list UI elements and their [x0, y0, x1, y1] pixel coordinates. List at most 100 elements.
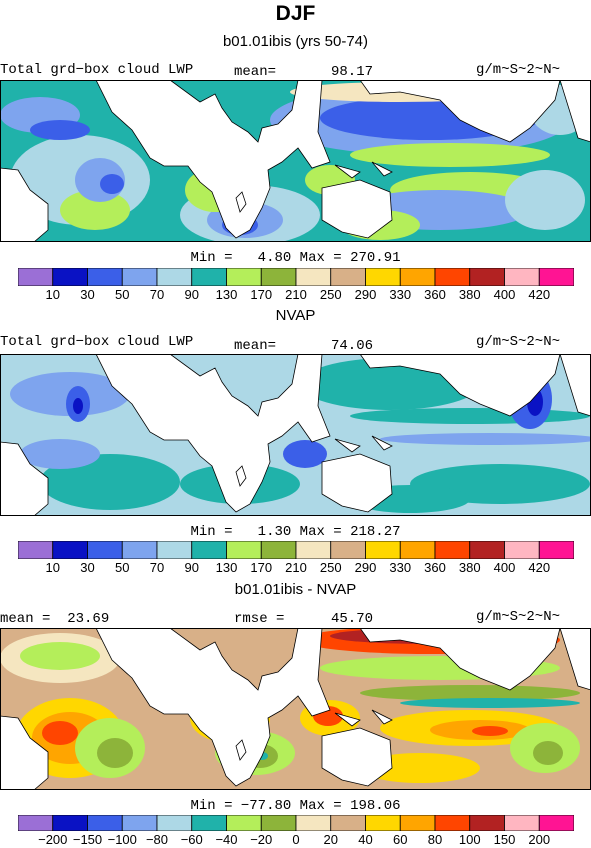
panel-3-colorbar-labels: −200 −150 −100 −80 −60 −40 −20 0 20 40 60 80 100 150 2…: [0, 832, 591, 848]
colorbar-tick-label: 330: [389, 560, 412, 575]
colorbar-swatch: [504, 815, 540, 831]
colorbar-swatch: [295, 815, 332, 831]
colorbar-swatch: [191, 268, 227, 286]
colorbar-tick-label: −200: [38, 832, 68, 847]
colorbar-tick-label: 250: [319, 287, 342, 302]
colorbar-swatch: [469, 541, 505, 559]
panel-2-map: [0, 354, 591, 516]
colorbar-tick-label: 210: [285, 287, 307, 302]
colorbar-swatch: [399, 815, 436, 831]
panel-2-mean-value: 74.06: [331, 338, 374, 354]
colorbar-tick-label: 360: [424, 560, 446, 575]
colorbar-tick-label: 150: [493, 832, 516, 847]
panel-1-variable-label: Total grd−box cloud LWP: [0, 62, 194, 78]
colorbar-swatch: [121, 541, 158, 559]
colorbar-tick-label: 130: [215, 560, 238, 575]
panel-2-min-max: Min = 1.30 Max = 218.27: [190, 524, 401, 540]
colorbar-swatch: [434, 268, 471, 286]
panel-1-map: [0, 80, 591, 242]
colorbar-tick-label: 20: [323, 832, 338, 847]
colorbar-swatch: [121, 815, 158, 831]
panel-3-colorbar: [18, 815, 574, 831]
colorbar-tick-label: 170: [250, 560, 273, 575]
panel-1-units: g/m~S~2~N~: [476, 62, 561, 78]
colorbar-swatch: [295, 268, 332, 286]
colorbar-tick-label: 290: [354, 560, 377, 575]
colorbar-tick-label: 250: [319, 560, 342, 575]
colorbar-tick-label: 400: [493, 560, 516, 575]
panel-2-colorbar: [18, 541, 574, 559]
colorbar-swatch: [226, 541, 262, 559]
colorbar-swatch: [156, 815, 193, 831]
colorbar-tick-label: −20: [250, 832, 273, 847]
colorbar-tick-label: 10: [45, 287, 60, 302]
colorbar-swatch: [365, 815, 401, 831]
colorbar-swatch: [469, 268, 505, 286]
colorbar-swatch: [504, 541, 540, 559]
colorbar-tick-label: 420: [528, 287, 551, 302]
colorbar-swatch: [538, 541, 574, 559]
colorbar-tick-label: −40: [215, 832, 238, 847]
colorbar-tick-label: 70: [149, 287, 165, 302]
colorbar-swatch: [330, 815, 366, 831]
colorbar-tick-label: 290: [354, 287, 377, 302]
colorbar-swatch: [295, 541, 332, 559]
panel-2-mean-label: mean=: [234, 338, 277, 354]
colorbar-swatch: [330, 541, 366, 559]
colorbar-swatch: [18, 815, 54, 831]
colorbar-tick-label: 420: [528, 560, 551, 575]
colorbar-tick-label: 100: [458, 832, 481, 847]
colorbar-tick-label: 210: [285, 560, 307, 575]
colorbar-swatch: [260, 815, 297, 831]
colorbar-tick-label: 10: [45, 560, 60, 575]
colorbar-tick-label: −100: [107, 832, 137, 847]
colorbar-swatch: [52, 815, 88, 831]
panel-1-mean-value: 98.17: [331, 64, 374, 80]
colorbar-swatch: [87, 541, 123, 559]
panel-3-heading: b01.01ibis - NVAP: [234, 581, 357, 598]
colorbar-tick-label: 50: [115, 287, 130, 302]
panel-1-heading: b01.01ibis (yrs 50-74): [222, 33, 369, 50]
colorbar-swatch: [87, 268, 123, 286]
colorbar-swatch: [18, 268, 54, 286]
colorbar-swatch: [52, 268, 88, 286]
colorbar-swatch: [191, 541, 227, 559]
colorbar-swatch: [156, 268, 193, 286]
colorbar-tick-label: 330: [389, 287, 412, 302]
panel-3-units: g/m~S~2~N~: [476, 609, 561, 625]
colorbar-tick-label: 40: [358, 832, 373, 847]
colorbar-swatch: [538, 268, 574, 286]
panel-2-units: g/m~S~2~N~: [476, 334, 561, 350]
colorbar-tick-label: 50: [115, 560, 130, 575]
colorbar-swatch: [226, 815, 262, 831]
colorbar-swatch: [365, 541, 401, 559]
colorbar-swatch: [504, 268, 540, 286]
colorbar-tick-label: 130: [215, 287, 238, 302]
colorbar-swatch: [121, 268, 158, 286]
panel-3-min-max: Min = −77.80 Max = 198.06: [190, 798, 401, 814]
colorbar-swatch: [226, 268, 262, 286]
colorbar-tick-label: 170: [250, 287, 273, 302]
figure-title: DJF: [275, 2, 316, 25]
colorbar-swatch: [260, 268, 297, 286]
colorbar-swatch: [399, 268, 436, 286]
panel-2-heading: NVAP: [275, 307, 316, 324]
colorbar-swatch: [330, 268, 366, 286]
colorbar-tick-label: −150: [72, 832, 103, 847]
colorbar-tick-label: 0: [292, 832, 300, 847]
colorbar-swatch: [365, 268, 401, 286]
panel-1-mean-label: mean=: [234, 64, 277, 80]
colorbar-swatch: [87, 815, 123, 831]
colorbar-tick-label: 30: [80, 287, 95, 302]
colorbar-tick-label: 90: [184, 560, 199, 575]
panel-1-min-max: Min = 4.80 Max = 270.91: [190, 250, 401, 266]
colorbar-tick-label: 80: [427, 832, 443, 847]
colorbar-swatch: [191, 815, 227, 831]
panel-3-rmse-value: 45.70: [331, 611, 374, 627]
colorbar-tick-label: 360: [424, 287, 446, 302]
panel-2-colorbar-labels: 10 30 50 70 90 130 170 210 250 290 330 360 380 400 420: [0, 560, 591, 576]
colorbar-tick-label: 90: [184, 287, 199, 302]
panel-3-map: [0, 628, 591, 790]
colorbar-tick-label: 380: [458, 560, 481, 575]
panel-3-mean: mean = 23.69: [0, 611, 110, 627]
